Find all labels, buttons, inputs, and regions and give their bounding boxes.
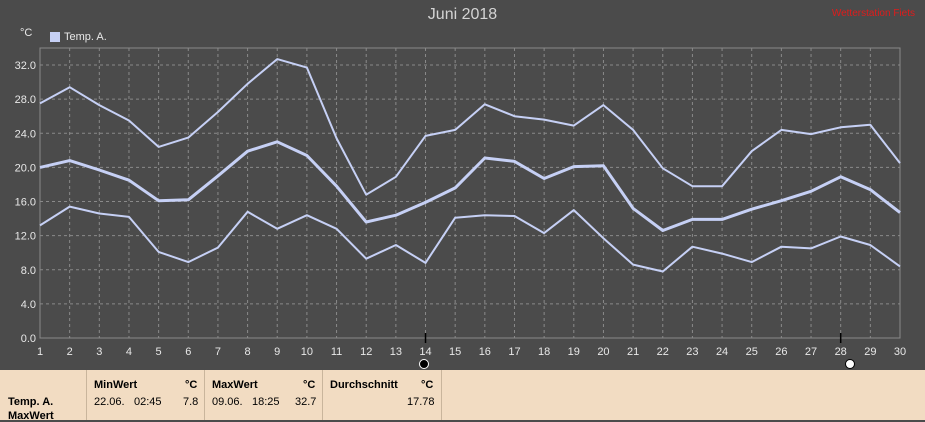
y-tick-label: 4.0 — [21, 299, 36, 311]
max-header: MaxWert — [212, 379, 258, 391]
x-tick-label: 16 — [479, 346, 491, 358]
full-moon-icon — [845, 359, 855, 369]
x-tick-label: 14 — [419, 346, 431, 358]
x-tick-label: 18 — [538, 346, 550, 358]
avg-value: 17.78 — [407, 396, 435, 408]
max-time: 18:25 — [252, 396, 280, 408]
max-value: 32.7 — [295, 396, 317, 408]
x-tick-label: 29 — [864, 346, 876, 358]
temperature-chart: 0.04.08.012.016.020.024.028.032.01 2 3 4 5 6 7… — [15, 47, 906, 358]
x-tick-label: 28 — [835, 346, 847, 358]
legend: Temp. A. — [50, 31, 107, 43]
min-header: MinWert — [94, 379, 138, 391]
avg-unit: °C — [421, 379, 434, 391]
max-unit: °C — [303, 379, 316, 391]
x-tick-label: 19 — [568, 346, 580, 358]
x-tick-label: 9 — [274, 346, 280, 358]
x-tick-label: 26 — [775, 346, 787, 358]
plot-frame — [39, 47, 901, 339]
x-tick-label: 17 — [508, 346, 520, 358]
y-tick-label: 20.0 — [15, 162, 36, 174]
series-line-mean — [39, 140, 901, 232]
x-tick-label: 21 — [627, 346, 639, 358]
legend-label: Temp. A. — [64, 31, 107, 43]
x-tick-label: 5 — [156, 346, 162, 358]
x-tick-label: 13 — [390, 346, 402, 358]
x-tick-label: 8 — [245, 346, 251, 358]
min-date: 22.06. — [94, 396, 125, 408]
x-tick-label: 10 — [301, 346, 313, 358]
x-tick-label: 20 — [597, 346, 609, 358]
y-tick-label: 0.0 — [21, 333, 36, 345]
x-tick-label: 3 — [96, 346, 102, 358]
chart-title: Juni 2018 — [427, 6, 498, 23]
x-tick-label: 1 — [37, 346, 43, 358]
x-tick-label: 24 — [716, 346, 728, 358]
y-tick-label: 12.0 — [15, 231, 36, 243]
avg-header: Durchschnitt — [330, 379, 398, 391]
x-tick-label: 11 — [331, 346, 342, 358]
x-tick-label: 15 — [449, 346, 461, 358]
station-name: Wetterstation Fiets — [831, 8, 915, 19]
stats-min-cell: MinWert °C 22.06. 02:45 7.8 — [87, 370, 205, 420]
x-tick-label: 7 — [215, 346, 221, 358]
y-tick-label: 28.0 — [15, 94, 36, 106]
y-axis-unit: °C — [20, 27, 33, 39]
min-value: 7.8 — [183, 396, 199, 408]
stats-max-cell: MaxWert °C 09.06. 18:25 32.7 — [205, 370, 323, 420]
max-date: 09.06. — [212, 396, 243, 408]
stats-avg-cell: Durchschnitt °C 17.78 — [323, 370, 442, 420]
x-tick-label: 6 — [185, 346, 191, 358]
series-line-min — [39, 205, 901, 273]
x-tick-label: 2 — [67, 346, 73, 358]
new-moon-icon — [419, 359, 429, 369]
x-tick-label: 25 — [746, 346, 758, 358]
stats-series-sublabel: MaxWert — [8, 410, 54, 422]
statistics-panel: Temp. A. MaxWert MinWert °C 22.06. 02:45… — [0, 370, 925, 422]
y-tick-label: 8.0 — [21, 265, 36, 277]
series-line-max — [39, 58, 901, 196]
min-unit: °C — [185, 379, 198, 391]
x-tick-label: 22 — [657, 346, 669, 358]
x-tick-label: 4 — [126, 346, 132, 358]
y-tick-label: 16.0 — [15, 197, 36, 209]
chart-area: 0.0 4.0 8.0 12.0 16.0 20.0 24.0 28.0 32.0 1 2 3 4 5 6 7… — [14, 6, 915, 369]
x-tick-label: 23 — [686, 346, 698, 358]
y-tick-label: 24.0 — [15, 128, 36, 140]
min-time: 02:45 — [134, 396, 162, 408]
x-tick-label: 30 — [894, 346, 906, 358]
y-tick-label: 32.0 — [15, 60, 36, 72]
x-tick-label: 27 — [805, 346, 817, 358]
stats-series-label: Temp. A. — [8, 396, 54, 408]
x-tick-label: 12 — [360, 346, 372, 358]
stats-series-cell: Temp. A. MaxWert — [0, 370, 87, 422]
legend-swatch — [50, 32, 60, 42]
